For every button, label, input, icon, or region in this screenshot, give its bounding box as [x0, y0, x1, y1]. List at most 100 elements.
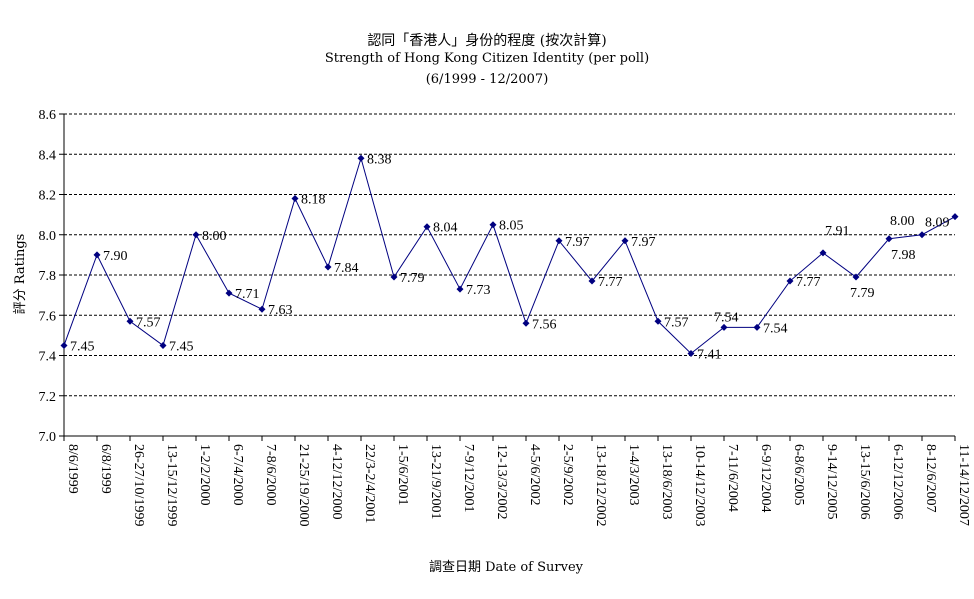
data-point — [225, 289, 233, 297]
data-label: 7.73 — [466, 283, 491, 298]
data-label: 7.54 — [714, 310, 739, 325]
y-tick-labels: 7.0 7.2 7.4 7.6 7.8 8.0 8.2 8.4 8.6 — [39, 108, 57, 445]
x-tick-label: 26-27/10/1999 — [131, 444, 146, 526]
data-point — [93, 251, 101, 259]
x-tick-label: 12-13/3/2002 — [494, 444, 509, 519]
data-point — [720, 323, 728, 331]
data-label: 7.90 — [103, 249, 128, 264]
data-point — [60, 341, 68, 349]
data-label: 8.00 — [890, 214, 915, 229]
data-point — [621, 237, 629, 245]
data-label: 7.77 — [796, 275, 821, 290]
grid-lines — [64, 113, 955, 397]
x-tick-label: 7-9/12/2001 — [461, 444, 476, 512]
data-point — [159, 341, 167, 349]
data-label: 7.91 — [825, 224, 850, 239]
data-label: 7.57 — [136, 315, 161, 330]
x-tick-label: 1-4/3/2003 — [626, 444, 641, 505]
data-label: 7.79 — [850, 286, 875, 301]
data-point — [192, 231, 200, 239]
data-label: 7.54 — [763, 321, 788, 336]
data-point — [456, 285, 464, 293]
x-tick-label: 2-5/9/2002 — [560, 444, 575, 505]
data-label: 7.84 — [334, 261, 359, 276]
x-tick-label: 4-12/12/2000 — [329, 444, 344, 519]
x-tick-label: 11-14/12/2007 — [956, 444, 971, 526]
x-tick-label: 1-2/2/2000 — [197, 444, 212, 505]
y-axis-title: 評分 Ratings — [13, 234, 28, 315]
data-point — [522, 319, 530, 327]
data-label: 7.63 — [268, 303, 293, 318]
y-tick-label: 7.6 — [39, 309, 57, 324]
x-tick-label: 1-5/6/2001 — [395, 444, 410, 505]
axes — [59, 113, 956, 441]
x-tick-labels: 8/6/1999 6/8/1999 26-27/10/1999 13-15/12/19… — [65, 444, 971, 526]
chart-date-range: (6/1999 - 12/2007) — [425, 72, 549, 87]
data-point — [654, 317, 662, 325]
x-tick-label: 7-8/6/2000 — [263, 444, 278, 505]
y-tick-label: 8.6 — [39, 108, 57, 123]
series-line — [63, 156, 956, 355]
data-label: 7.41 — [697, 347, 722, 362]
y-tick-label: 7.8 — [39, 269, 57, 284]
data-label: 8.38 — [367, 152, 392, 167]
data-point — [291, 195, 299, 203]
data-point — [126, 317, 134, 325]
chart-title: 認同「香港人」身份的程度 (按次計算) — [367, 33, 607, 49]
y-tick-label: 7.2 — [39, 390, 57, 405]
data-point — [687, 349, 695, 357]
data-point — [918, 231, 926, 239]
data-label: 8.05 — [499, 219, 524, 234]
x-tick-label: 6-8/6/2005 — [791, 444, 806, 505]
x-tick-label: 21-25/19/2000 — [296, 444, 311, 526]
x-tick-label: 13-18/12/2002 — [593, 444, 608, 526]
data-label: 7.45 — [169, 339, 194, 354]
data-point — [390, 273, 398, 281]
data-point — [951, 213, 959, 221]
data-markers — [60, 154, 959, 357]
data-label: 7.71 — [235, 287, 260, 302]
data-point — [786, 277, 794, 285]
x-tick-label: 9-14/12/2005 — [824, 444, 839, 519]
x-tick-label: 6-9/12/2004 — [758, 444, 773, 512]
data-label: 8.04 — [433, 221, 458, 236]
data-point — [423, 223, 431, 231]
data-label: 7.79 — [400, 271, 425, 286]
x-tick-label: 6-7/4/2000 — [230, 444, 245, 505]
data-point — [852, 273, 860, 281]
y-tick-label: 7.0 — [39, 430, 57, 445]
data-label: 7.57 — [664, 315, 689, 330]
x-tick-label: 13-18/6/2003 — [659, 444, 674, 519]
chart-subtitle: Strength of Hong Kong Citizen Identity (… — [324, 51, 650, 66]
data-label: 7.97 — [565, 235, 590, 250]
x-tick-label: 6/8/1999 — [98, 444, 113, 494]
y-tick-label: 8.2 — [39, 189, 57, 204]
data-point — [489, 221, 497, 229]
x-tick-label: 6-12/12/2006 — [890, 444, 905, 519]
data-point — [258, 305, 266, 313]
x-tick-label: 13-21/9/2001 — [428, 444, 443, 519]
y-tick-label: 7.4 — [39, 350, 57, 365]
data-label: 7.77 — [598, 275, 623, 290]
data-labels: 7.45 7.90 7.57 7.45 8.00 7.71 7.63 8.18 7.84 8.38… — [70, 152, 950, 362]
data-label: 8.00 — [202, 229, 227, 244]
x-tick-label: 8/6/1999 — [65, 444, 80, 494]
x-tick-label: 22/3-2/4/2001 — [362, 444, 377, 523]
data-label: 7.45 — [70, 339, 95, 354]
data-point — [555, 237, 563, 245]
y-tick-label: 8.0 — [39, 229, 57, 244]
y-tick-label: 8.4 — [39, 148, 57, 163]
x-tick-label: 8-12/6/2007 — [923, 444, 938, 512]
data-point — [357, 154, 365, 162]
data-label: 7.56 — [532, 317, 557, 332]
x-tick-label: 13-15/12/1999 — [164, 444, 179, 526]
x-tick-label: 10-14/12/2003 — [692, 444, 707, 526]
x-axis-title: 調查日期 Date of Survey — [429, 560, 584, 575]
data-point — [753, 323, 761, 331]
data-point — [885, 235, 893, 243]
x-tick-label: 7-11/6/2004 — [725, 444, 740, 512]
data-label: 8.18 — [301, 193, 326, 208]
x-tick-label: 13-15/6/2006 — [857, 444, 872, 519]
data-point — [324, 263, 332, 271]
